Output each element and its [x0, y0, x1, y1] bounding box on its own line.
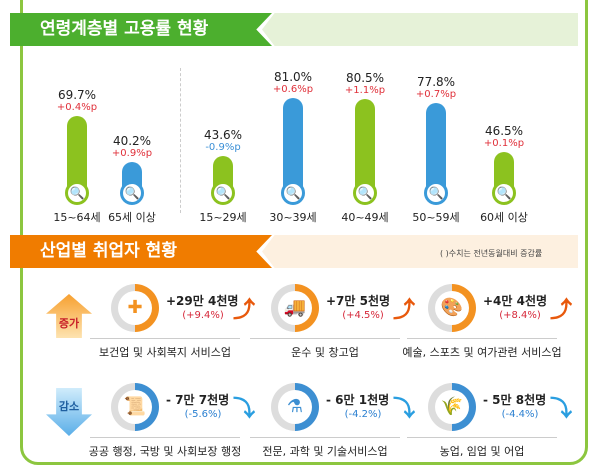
age-label: 15~64세 — [53, 211, 101, 224]
section-title: 연령계층별 고용률 현황 — [40, 19, 209, 39]
age-label: 50~59세 — [412, 211, 460, 224]
section-header-age: 연령계층별 고용률 현황 — [10, 13, 272, 46]
divider — [90, 338, 240, 339]
age-label: 15~29세 — [199, 211, 247, 224]
age-label: 65세 이상 — [108, 211, 156, 224]
increase-label: 증가 — [58, 317, 80, 330]
trend-up-arrow-icon: ⤴ — [233, 298, 256, 323]
content-frame — [20, 0, 588, 465]
document-search-icon: 🔍 — [424, 181, 448, 205]
bar — [67, 115, 87, 193]
employment-change: +7만 5천명 — [326, 294, 391, 308]
rate-value: 81.0% — [273, 70, 313, 85]
industry-label: 전문, 과학 및 기술서비스업 — [262, 445, 388, 458]
document-search-icon: 🔍 — [211, 181, 235, 205]
rate-value: 80.5% — [345, 71, 385, 86]
flask-icon: ⚗ — [278, 390, 312, 424]
document-search-icon: 🔍 — [281, 181, 305, 205]
rate-value: 43.6% — [203, 128, 243, 143]
employment-change: +4만 4천명 — [483, 294, 548, 308]
donut-ring: 🌾 — [428, 383, 476, 431]
section-header-industry: 산업별 취업자 현황 — [10, 235, 272, 268]
employment-change: - 6만 1천명 — [326, 393, 390, 407]
bar — [355, 99, 375, 193]
industry-label: 예술, 스포츠 및 여가관련 서비스업 — [402, 346, 562, 359]
bar — [426, 103, 446, 193]
age-label: 30~39세 — [269, 211, 317, 224]
divider — [250, 338, 400, 339]
donut-ring: 📜 — [111, 383, 159, 431]
trend-down-arrow-icon: ⤵ — [393, 397, 416, 422]
age-label: 40~49세 — [341, 211, 389, 224]
bar — [283, 98, 303, 193]
wheat-icon: 🌾 — [435, 390, 469, 424]
header-strip — [262, 235, 578, 268]
trend-down-arrow-icon: ⤵ — [550, 397, 573, 422]
divider — [90, 437, 240, 438]
employment-rate-change: (-4.2%) — [344, 409, 382, 420]
truck-icon: 🚚 — [278, 291, 312, 325]
rate-change: +1.1%p — [344, 85, 386, 97]
section-title: 산업별 취업자 현황 — [40, 241, 177, 261]
divider — [407, 437, 557, 438]
employment-rate-change: (+4.5%) — [342, 310, 384, 321]
rate-value: 69.7% — [57, 87, 97, 102]
employment-change: - 5만 8천명 — [483, 393, 547, 407]
donut-ring: ✚ — [111, 284, 159, 332]
divider — [407, 338, 557, 339]
employment-rate-change: (+9.4%) — [182, 310, 224, 321]
scroll-icon: 📜 — [118, 390, 152, 424]
divider — [180, 68, 181, 213]
document-search-icon: 🔍 — [492, 181, 516, 205]
employment-change: - 7만 7천명 — [166, 393, 230, 407]
donut-ring: 🎨 — [428, 284, 476, 332]
palette-icon: 🎨 — [435, 291, 469, 325]
industry-label: 보건업 및 사회복지 서비스업 — [99, 346, 231, 359]
donut-ring: 🚚 — [271, 284, 319, 332]
trend-up-arrow-icon: ⤴ — [393, 298, 416, 323]
rate-change: +0.9%p — [111, 147, 153, 159]
rate-value: 77.8% — [416, 75, 456, 90]
rate-change: +0.4%p — [56, 101, 98, 113]
note: ( )수치는 전년동월대비 증감률 — [440, 249, 543, 258]
industry-label: 농업, 임업 및 어업 — [439, 445, 525, 458]
first-aid-kit-icon: ✚ — [118, 291, 152, 325]
trend-up-arrow-icon: ⤴ — [550, 298, 573, 323]
age-label: 60세 이상 — [480, 211, 528, 224]
industry-label: 공공 행정, 국방 및 사회보장 행정 — [88, 445, 242, 458]
rate-value: 40.2% — [112, 133, 152, 148]
employment-rate-change: (+8.4%) — [499, 310, 541, 321]
trend-down-arrow-icon: ⤵ — [233, 397, 256, 422]
document-search-icon: 🔍 — [65, 181, 89, 205]
rate-change: +0.7%p — [415, 89, 457, 101]
rate-value: 46.5% — [484, 123, 524, 138]
donut-ring: ⚗ — [271, 383, 319, 431]
employment-rate-change: (-4.4%) — [501, 409, 539, 420]
divider — [250, 437, 400, 438]
document-search-icon: 🔍 — [353, 181, 377, 205]
decrease-label: 감소 — [58, 400, 80, 413]
rate-change: -0.9%p — [205, 142, 241, 154]
industry-label: 운수 및 창고업 — [291, 346, 359, 359]
rate-change: +0.1%p — [483, 137, 525, 149]
document-search-icon: 🔍 — [120, 181, 144, 205]
employment-rate-change: (-5.6%) — [184, 409, 222, 420]
rate-change: +0.6%p — [272, 84, 314, 96]
header-strip — [262, 13, 578, 46]
employment-change: +29만 4천명 — [166, 294, 239, 308]
